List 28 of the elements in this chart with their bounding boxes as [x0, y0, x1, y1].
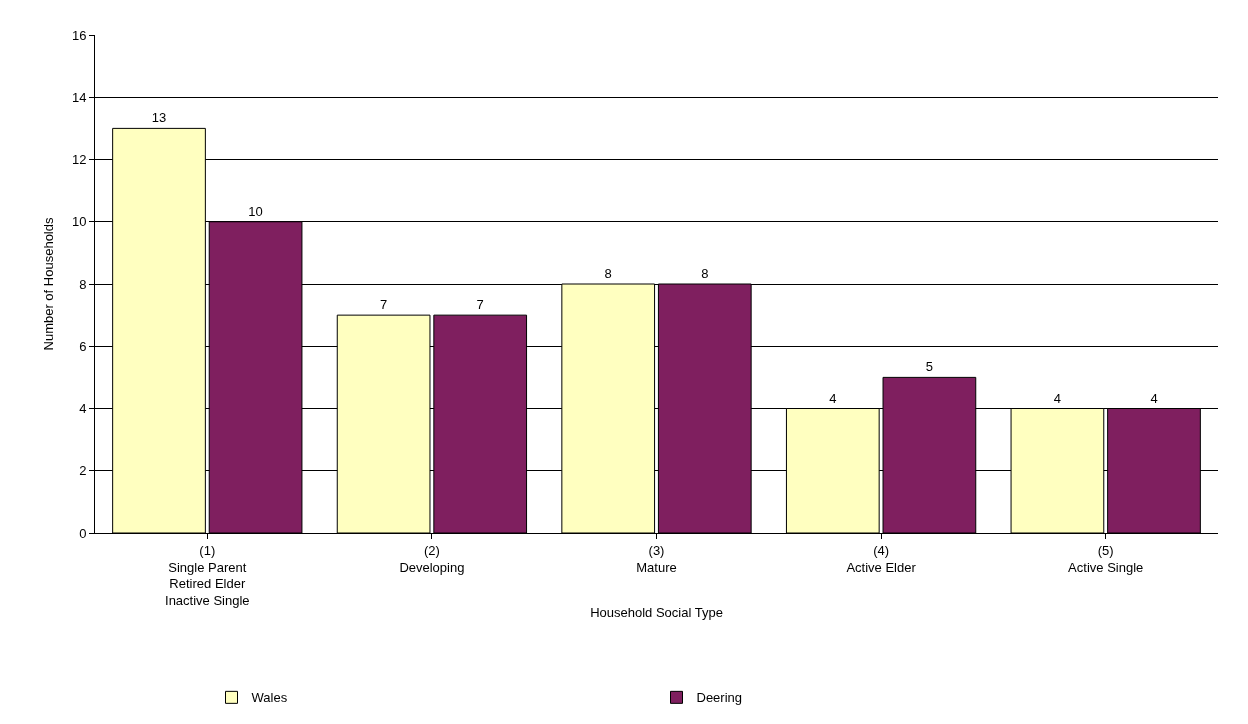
x-tick-label: (4) Active Elder: [846, 542, 917, 575]
data-label: 4: [1150, 390, 1158, 406]
data-label: 4: [829, 390, 837, 406]
data-label: 8: [701, 266, 709, 281]
x-tick-label: (2) Developing: [399, 542, 465, 575]
y-tick-label: 14: [71, 89, 87, 105]
data-label: 5: [925, 359, 934, 375]
data-label: 10: [248, 203, 263, 219]
y-tick-label: 12: [71, 152, 87, 168]
y-tick-label: 2: [79, 463, 87, 479]
data-label: 8: [604, 266, 612, 281]
x-tick-label: (3) Mature: [636, 542, 677, 575]
legend-label: Deering: [696, 690, 743, 706]
data-label: 4: [1053, 390, 1062, 406]
y-tick-label: 4: [79, 401, 87, 417]
data-label: 7: [379, 297, 388, 313]
y-tick-label: 10: [71, 214, 87, 230]
data-label: 13: [151, 110, 167, 126]
y-axis-title: Number of Households: [40, 217, 56, 351]
y-tick-label: 16: [71, 27, 87, 43]
data-label: 7: [476, 297, 484, 313]
x-tick-label: (1) Single Parent Retired Elder Inactive Single: [165, 542, 250, 609]
y-tick-label: 8: [79, 276, 87, 292]
y-tick-label: 6: [79, 338, 87, 354]
x-tick-label: (5) Active Single: [1068, 542, 1144, 575]
legend-label: Wales: [251, 690, 288, 706]
y-tick-label: 0: [79, 525, 87, 541]
x-axis-title: Household Social Type: [590, 604, 723, 620]
